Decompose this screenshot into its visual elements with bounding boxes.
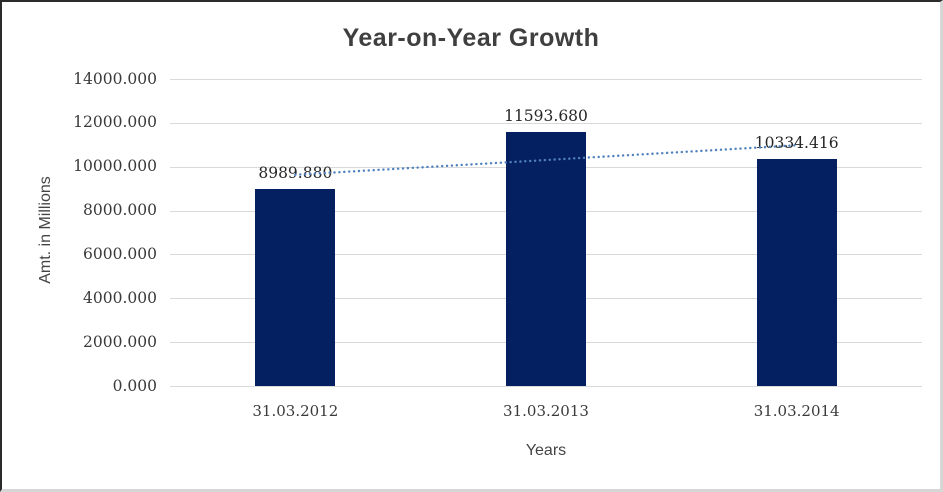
plot-area [170,79,922,387]
x-tick-label: 31.03.2013 [503,402,589,420]
y-tick-label: 14000.000 [73,69,157,88]
x-tick-label: 31.03.2012 [252,402,339,420]
y-axis-title: Amt. in Millions [37,176,54,284]
y-tick-label: 10000.000 [73,157,157,176]
y-tick-label: 8000.000 [83,201,157,220]
y-tick-label: 2000.000 [83,332,157,351]
bar-31.03.2012 [255,188,336,386]
x-axis-title: Years [525,442,567,459]
y-tick-label: 4000.000 [83,288,157,307]
y-tick-label: 6000.000 [83,244,157,263]
gridline [170,386,922,387]
data-label: 10334.416 [754,134,839,153]
gridline [170,79,922,80]
data-label: 8989.880 [258,163,333,182]
x-tick-label: 31.03.2014 [753,402,840,420]
y-tick-label: 12000.000 [73,113,157,132]
bar-31.03.2014 [756,159,837,386]
data-label: 11593.680 [504,106,588,125]
y-tick-label: 0.000 [112,376,157,395]
chart-title: Year-on-Year Growth [342,24,600,52]
bar-31.03.2013 [506,131,586,386]
gridline [170,122,922,124]
